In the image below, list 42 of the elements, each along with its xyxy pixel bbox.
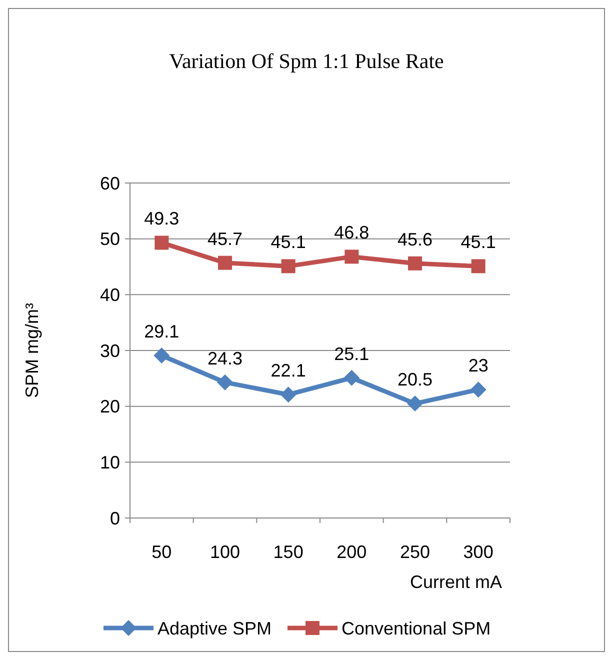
point	[154, 348, 170, 364]
y-axis-title: SPM mg/m³	[22, 302, 42, 398]
y-tick-label: 60	[100, 173, 120, 194]
y-tick-label: 0	[110, 508, 120, 528]
data-label: 45.1	[460, 232, 496, 252]
x-tick-label: 200	[336, 542, 367, 562]
data-label: 45.6	[397, 229, 433, 250]
data-label: 45.7	[207, 228, 243, 249]
point	[281, 259, 296, 274]
data-label: 25.1	[334, 344, 370, 364]
legend-label: Conventional SPM	[342, 618, 491, 638]
point	[407, 396, 423, 412]
x-tick-label: 50	[152, 542, 172, 562]
data-label: 49.3	[144, 208, 180, 229]
data-label: 29.1	[144, 322, 180, 342]
data-label: 46.8	[334, 222, 370, 243]
data-label: 24.3	[207, 348, 243, 368]
legend-label: Adaptive SPM	[158, 618, 272, 638]
x-tick-label: 150	[273, 542, 304, 562]
point	[280, 386, 296, 403]
data-label: 23	[468, 356, 488, 376]
point	[344, 250, 359, 264]
x-tick-label: 250	[400, 542, 430, 562]
point	[470, 382, 486, 398]
y-tick-label: 40	[100, 284, 120, 305]
chart-title: Variation Of Spm 1:1 Pulse Rate	[169, 49, 444, 73]
data-label: 22.1	[270, 360, 306, 381]
data-label: 20.5	[397, 370, 433, 390]
y-tick-label: 30	[100, 340, 120, 361]
y-tick-label: 50	[100, 229, 120, 250]
point	[408, 256, 422, 270]
x-tick-label: 100	[210, 542, 240, 562]
y-tick-label: 10	[100, 452, 120, 472]
point	[471, 259, 486, 274]
x-axis-title: Current mA	[410, 572, 502, 592]
y-tick-label: 20	[100, 396, 120, 417]
point	[154, 236, 169, 250]
data-label: 45.1	[270, 232, 306, 252]
point	[218, 256, 232, 270]
point	[344, 370, 360, 386]
x-tick-label: 300	[463, 542, 494, 562]
point	[217, 374, 233, 390]
